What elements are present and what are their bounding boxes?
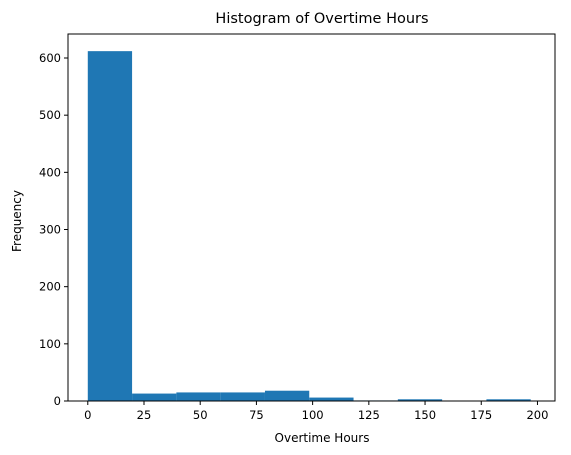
x-tick-label-3: 75 xyxy=(249,408,264,422)
chart-title: Histogram of Overtime Hours xyxy=(215,11,428,27)
histogram-bar-2 xyxy=(176,392,221,401)
bars-group xyxy=(87,51,531,401)
x-tick-label-7: 175 xyxy=(470,408,492,422)
histogram-bar-1 xyxy=(132,393,177,401)
x-tick-label-0: 0 xyxy=(84,408,91,422)
y-tick-label-4: 400 xyxy=(39,165,61,179)
y-tick-label-5: 500 xyxy=(39,108,61,122)
plot-frame xyxy=(67,33,556,402)
x-tick-label-1: 25 xyxy=(137,408,152,422)
y-tick-label-1: 100 xyxy=(39,337,61,351)
y-tick-label-0: 0 xyxy=(54,394,61,408)
x-axis-ticks: 0 25 50 75 100 125 150 175 200 xyxy=(84,401,548,422)
y-tick-label-3: 300 xyxy=(39,223,61,237)
y-axis-ticks: 0 100 200 300 400 500 600 xyxy=(39,51,68,408)
histogram-bar-3 xyxy=(220,392,265,401)
histogram-bar-9 xyxy=(486,399,531,401)
x-axis-label: Overtime Hours xyxy=(275,431,370,445)
y-tick-label-6: 600 xyxy=(39,51,61,65)
x-tick-label-4: 100 xyxy=(302,408,324,422)
histogram-bar-0 xyxy=(87,51,133,401)
x-tick-label-6: 150 xyxy=(414,408,436,422)
y-tick-label-2: 200 xyxy=(39,280,61,294)
x-tick-label-2: 50 xyxy=(193,408,208,422)
histogram-bar-5 xyxy=(309,397,354,401)
x-tick-label-5: 125 xyxy=(358,408,380,422)
x-tick-label-8: 200 xyxy=(526,408,548,422)
histogram-bar-4 xyxy=(264,390,310,401)
histogram-bar-7 xyxy=(397,399,443,401)
y-axis-label: Frequency xyxy=(10,190,24,252)
